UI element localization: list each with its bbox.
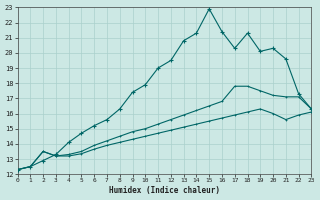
X-axis label: Humidex (Indice chaleur): Humidex (Indice chaleur) (109, 186, 220, 195)
